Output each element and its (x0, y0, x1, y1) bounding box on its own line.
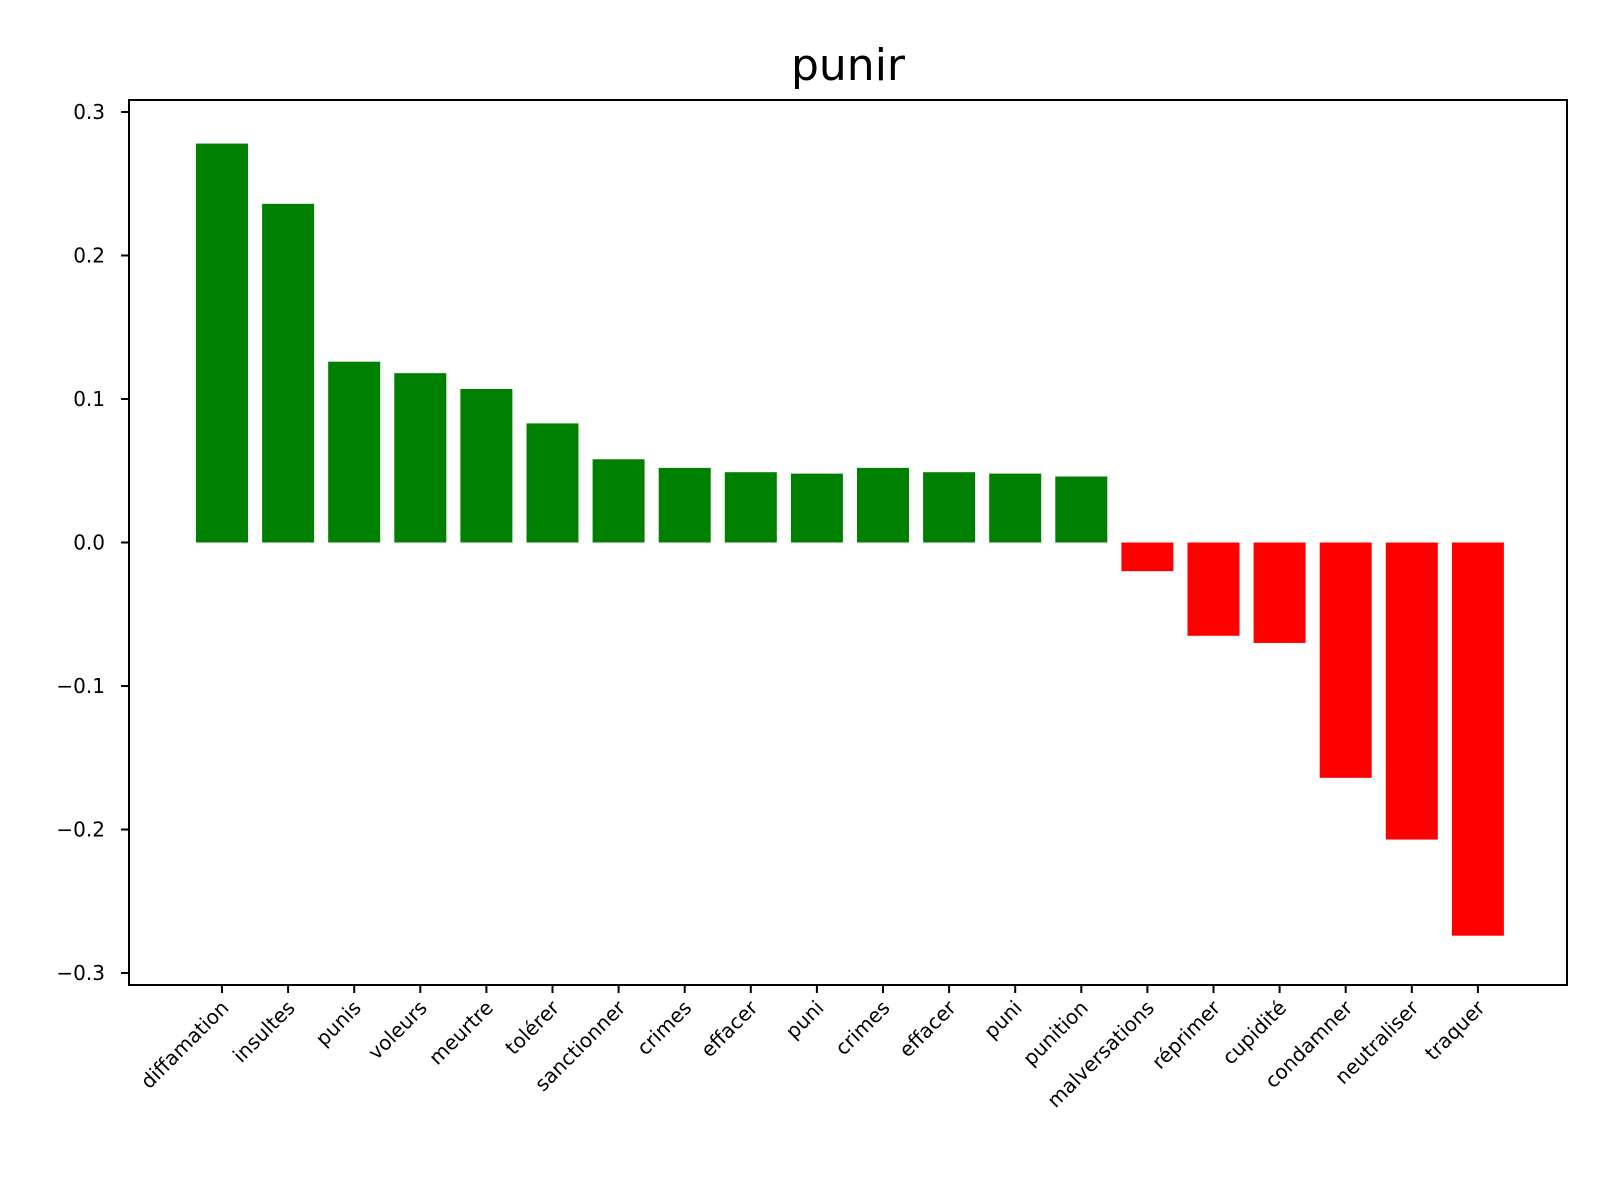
bar-10 (790, 473, 843, 543)
x-tick-label: crimes (830, 996, 894, 1060)
x-tick-label: crimes (632, 996, 696, 1060)
y-axis: 0.3 0.2 0.1 0.0 −0.1 −0.2 −0.3 (56, 100, 129, 985)
bar-5 (460, 388, 513, 543)
bar-7 (592, 459, 645, 543)
bar-6 (526, 423, 579, 543)
x-tick-label: traquer (1420, 995, 1490, 1065)
bar-15 (1121, 542, 1174, 572)
x-tick-label: insultes (228, 996, 300, 1068)
bar-11 (857, 467, 909, 543)
x-tick-label: réprimer (1147, 995, 1226, 1074)
y-tick-label: 0.2 (73, 244, 105, 268)
bar-17 (1253, 542, 1306, 643)
bar-18 (1319, 542, 1372, 778)
x-tick-label: effacer (696, 995, 763, 1062)
bar-9 (724, 472, 777, 543)
x-tick-label: voleurs (363, 996, 432, 1065)
y-tick-label: 0.3 (73, 100, 105, 124)
bar-20 (1451, 542, 1504, 936)
x-tick-label: diffamation (136, 996, 234, 1094)
bar-1 (196, 143, 248, 543)
bar-16 (1187, 542, 1240, 636)
chart-title: punir (791, 40, 906, 91)
bar-3 (328, 361, 381, 543)
bar-14 (1055, 476, 1108, 543)
y-tick-label: −0.3 (56, 961, 105, 985)
bar-13 (989, 473, 1042, 543)
x-tick-label: puni (979, 996, 1027, 1044)
bar-2 (262, 203, 315, 543)
x-tick-label: meurtre (424, 996, 498, 1070)
x-tick-label: punis (311, 996, 366, 1051)
bar-19 (1385, 542, 1438, 840)
bar-8 (658, 467, 711, 543)
x-tick-label: effacer (894, 995, 961, 1062)
y-tick-label: −0.2 (56, 818, 105, 842)
x-tick-label: tolérer (500, 995, 564, 1059)
x-tick-label: puni (781, 996, 829, 1044)
bar-12 (923, 472, 976, 543)
y-tick-label: −0.1 (56, 674, 105, 698)
y-tick-label: 0.1 (73, 387, 105, 411)
y-tick-label: 0.0 (73, 531, 105, 555)
bar-4 (394, 373, 447, 543)
plot-area (196, 143, 1504, 936)
